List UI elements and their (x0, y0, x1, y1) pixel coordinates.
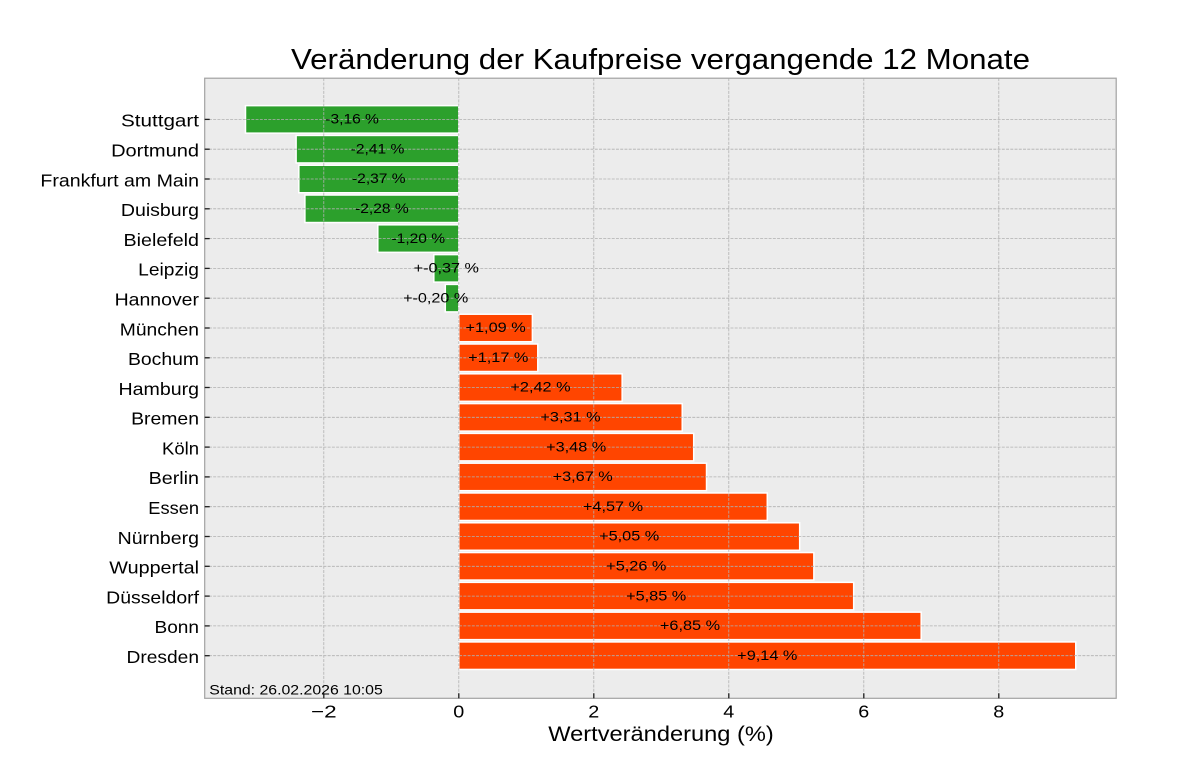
svg-text:+-0,37 %: +-0,37 % (414, 261, 480, 277)
svg-text:Dresden: Dresden (127, 647, 200, 667)
svg-text:6: 6 (858, 702, 869, 722)
svg-text:+5,85 %: +5,85 % (626, 588, 687, 604)
svg-text:Berlin: Berlin (149, 468, 199, 488)
svg-text:Stand: 26.02.2026 10:05: Stand: 26.02.2026 10:05 (209, 682, 383, 698)
svg-text:8: 8 (993, 702, 1004, 722)
svg-text:+9,14 %: +9,14 % (737, 648, 798, 664)
svg-text:-2,41 %: -2,41 % (351, 141, 405, 157)
svg-text:−2: −2 (311, 702, 337, 722)
svg-text:Essen: Essen (148, 498, 199, 518)
svg-text:0: 0 (453, 702, 464, 722)
svg-text:Düsseldorf: Düsseldorf (106, 587, 199, 607)
svg-text:Leipzig: Leipzig (138, 260, 199, 280)
svg-text:Köln: Köln (162, 438, 199, 458)
svg-text:+3,31 %: +3,31 % (540, 410, 601, 426)
svg-text:+4,57 %: +4,57 % (583, 499, 644, 515)
svg-text:+3,67 %: +3,67 % (553, 469, 614, 485)
svg-text:+5,05 %: +5,05 % (599, 529, 660, 545)
svg-text:+2,42 %: +2,42 % (510, 380, 571, 396)
svg-text:Bielefeld: Bielefeld (124, 230, 200, 250)
svg-text:+6,85 %: +6,85 % (660, 618, 721, 634)
svg-text:Veränderung der Kaufpreise ver: Veränderung der Kaufpreise vergangende 1… (291, 43, 1030, 75)
svg-text:Stuttgart: Stuttgart (121, 111, 199, 131)
svg-text:Hamburg: Hamburg (119, 379, 200, 399)
svg-text:Nürnberg: Nürnberg (118, 528, 199, 548)
svg-text:2: 2 (588, 702, 599, 722)
svg-text:+3,48 %: +3,48 % (546, 439, 607, 455)
svg-text:+5,26 %: +5,26 % (606, 559, 667, 575)
svg-text:München: München (120, 319, 199, 339)
svg-text:Wuppertal: Wuppertal (109, 558, 199, 578)
svg-text:-3,16 %: -3,16 % (325, 112, 379, 128)
svg-text:+1,09 %: +1,09 % (466, 320, 527, 336)
svg-text:Duisburg: Duisburg (121, 200, 199, 220)
svg-text:-2,37 %: -2,37 % (352, 171, 406, 187)
svg-text:+-0,20 %: +-0,20 % (403, 290, 469, 306)
svg-text:Bremen: Bremen (131, 409, 199, 429)
svg-text:-1,20 %: -1,20 % (392, 231, 446, 247)
svg-text:Dortmund: Dortmund (111, 141, 199, 161)
svg-text:+1,17 %: +1,17 % (468, 350, 529, 366)
svg-text:Bochum: Bochum (128, 349, 199, 369)
svg-text:Wertveränderung (%): Wertveränderung (%) (548, 723, 774, 746)
svg-text:Bonn: Bonn (155, 617, 200, 637)
svg-text:-2,28 %: -2,28 % (355, 201, 409, 217)
svg-text:Hannover: Hannover (115, 290, 200, 310)
svg-text:4: 4 (723, 702, 734, 722)
svg-text:Frankfurt am Main: Frankfurt am Main (40, 170, 199, 190)
